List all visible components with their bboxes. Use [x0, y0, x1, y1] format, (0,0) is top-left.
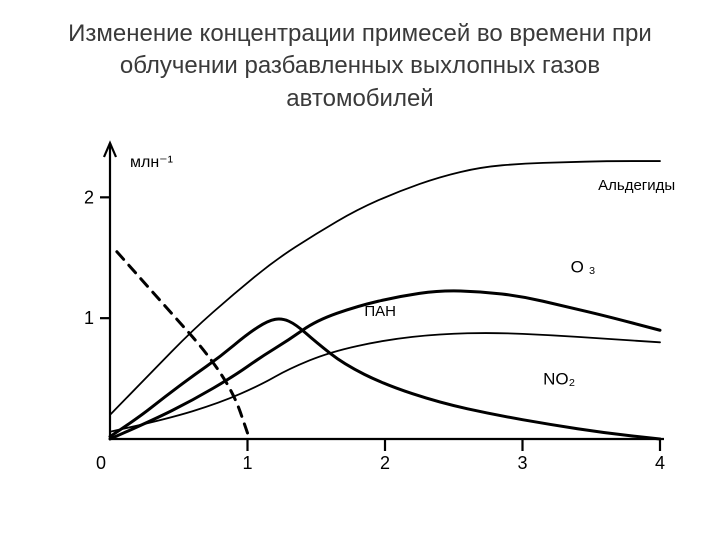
x-tick-label: 2 — [380, 453, 390, 473]
x-tick-label: 4 — [655, 453, 665, 473]
title-line-1: Изменение концентрации примесей во време… — [68, 20, 652, 47]
y-tick-label: 2 — [84, 188, 94, 208]
series-label-O3: O ₃ — [571, 257, 596, 276]
chart-title: Изменение концентрации примесей во време… — [0, 0, 720, 119]
title-line-3: автомобилей — [286, 85, 433, 112]
x-tick-label: 3 — [517, 453, 527, 473]
y-tick-label: 1 — [84, 308, 94, 328]
series-label-Альдегиды: Альдегиды — [598, 177, 675, 194]
y-axis-label: млн⁻¹ — [130, 154, 173, 171]
series-label-ПАН: ПАН — [364, 303, 396, 320]
chart-area: млн⁻¹ 0 1 2 3 4 1 2 Альдегиды O ₃ ПАН NO₂ — [40, 129, 680, 489]
series-label-NO2: NO₂ — [543, 370, 575, 389]
x-tick-label: 0 — [96, 453, 106, 473]
x-tick-label: 1 — [242, 453, 252, 473]
title-line-2: облучении разбавленных выхлопных газов — [120, 52, 600, 79]
